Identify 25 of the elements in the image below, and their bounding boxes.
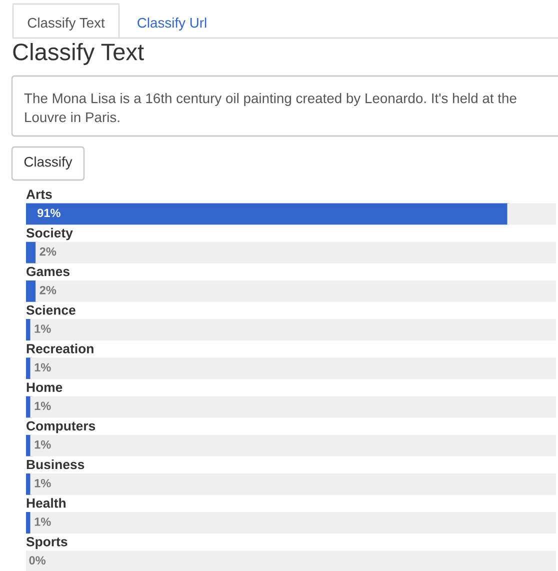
data-label: 1%: [34, 324, 51, 333]
text: Classify Url: [138, 18, 206, 30]
y-tick-label: Games: [26, 266, 70, 276]
data-label: 1%: [34, 518, 51, 526]
data-label: 0%: [29, 556, 46, 565]
y-tick-label: Business: [26, 459, 84, 470]
y-tick-label: Sports: [26, 537, 68, 549]
y-tick-label: Health: [26, 498, 66, 508]
y-tick-label: Society: [26, 228, 73, 240]
text: Classify: [24, 156, 72, 170]
y-tick-label: Recreation: [26, 344, 94, 354]
y-tick-label: Arts: [26, 190, 52, 199]
data-label: 1%: [34, 363, 51, 372]
chart-title: Classify Text: [13, 42, 144, 66]
y-tick-label: Science: [26, 305, 76, 315]
data-label: 1%: [34, 478, 51, 488]
data-label: 1%: [34, 402, 51, 410]
y-tick-label: Home: [26, 382, 62, 392]
text: The Mona Lisa is a 16th century oil painting created by Leonardo. It's held at the Louvre in Paris.: [24, 93, 516, 122]
data-label: 2%: [40, 247, 56, 256]
text: Classify Text: [28, 18, 105, 30]
data-label: 91%: [38, 208, 60, 218]
data-label: 2%: [40, 286, 56, 294]
data-label: 1%: [34, 440, 51, 449]
y-tick-label: Computers: [26, 421, 96, 434]
